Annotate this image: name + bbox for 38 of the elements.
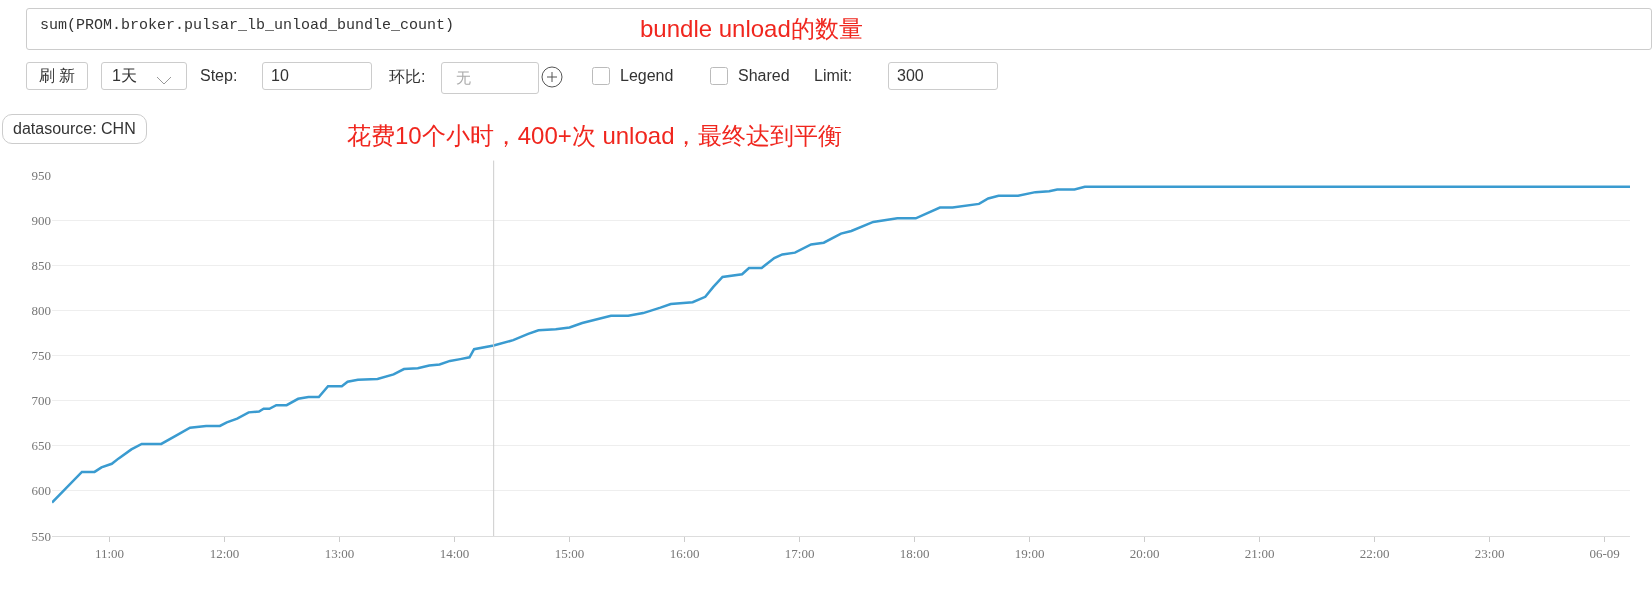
y-tick-label: 650 [31,438,51,454]
chart-subtitle: bundle unload的数量 [640,14,863,44]
x-tick-label: 16:00 [669,545,700,561]
y-tick-label: 950 [31,167,51,183]
text: 花费10个小时，400+次 unload，最终达到平衡 [347,121,843,151]
y-tick-label: 700 [31,393,51,409]
text: 1天 [101,62,187,90]
text: Shared [738,67,790,85]
x-tick-label: 19:00 [1014,545,1045,561]
x-tick-label: 18:00 [899,545,930,561]
text: 环比: [389,67,426,87]
x-tick-label: 20:00 [1129,545,1160,561]
y-tick-label: 600 [31,483,51,499]
text: 刷 新 [26,62,88,90]
text: Limit: [814,67,853,85]
x-tick-label: 21:00 [1244,545,1275,561]
x-tick-label: 15:00 [554,545,585,561]
x-tick-label: 11:00 [94,545,125,561]
y-tick-label: 850 [31,257,51,273]
chart-title: sum(PROM.broker.pulsar_lb_unload_bundle_count) [40,17,455,34]
x-tick-label: 14:00 [439,545,470,561]
text: datasource: CHN [2,114,147,144]
text: 无 [441,62,539,94]
x-tick-label: 17:00 [784,545,815,561]
text: 10 [262,62,372,90]
y-tick-label: 750 [31,348,51,364]
y-tick-label: 800 [31,302,51,318]
x-tick-label: 12:00 [209,545,240,561]
line-series [52,185,1630,504]
x-tick-label: 06-09 [1589,545,1620,561]
y-tick-label: 900 [31,212,51,228]
text: 300 [888,62,998,90]
y-tick-label: 550 [31,528,51,544]
text: Legend [620,67,674,85]
text: Step: [200,67,238,85]
x-tick-label: 22:00 [1359,545,1390,561]
x-tick-label: 13:00 [324,545,355,561]
x-tick-label: 23:00 [1474,545,1505,561]
